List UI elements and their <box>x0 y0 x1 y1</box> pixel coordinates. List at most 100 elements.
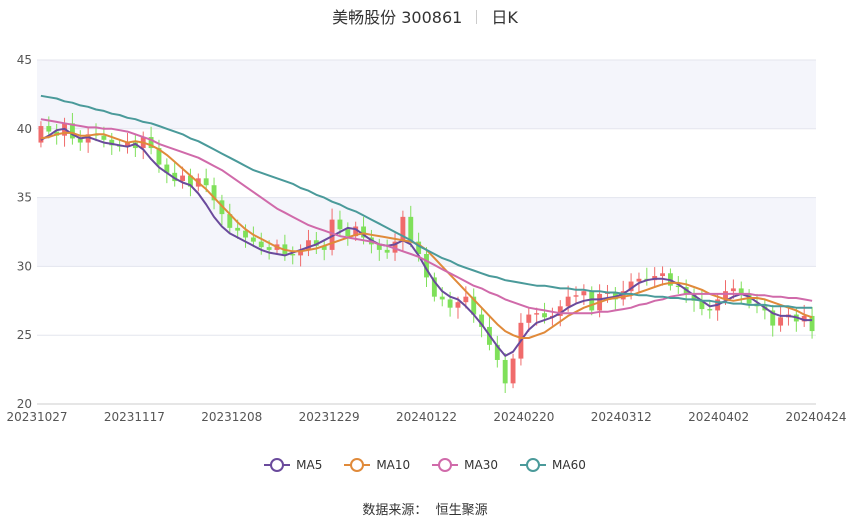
legend-label-ma10: MA10 <box>376 458 411 472</box>
candle-body <box>148 137 154 149</box>
candle-body <box>424 254 429 278</box>
y-tick-label: 35 <box>17 191 32 205</box>
candle-body <box>266 247 272 250</box>
chart-title: 美畅股份 300861 日K <box>0 4 850 28</box>
candle-body <box>660 273 665 277</box>
candle-body <box>408 216 414 242</box>
candle-body <box>471 296 477 315</box>
candle-body <box>384 249 390 253</box>
x-tick-label: 20240220 <box>493 410 554 424</box>
candle-body <box>565 296 571 307</box>
candle-body <box>290 254 296 256</box>
candle-body <box>313 240 319 246</box>
candle-body <box>770 310 776 326</box>
candle-body <box>573 295 579 297</box>
candle-body <box>494 344 500 360</box>
candle-body <box>581 291 587 296</box>
candle-body <box>188 175 193 187</box>
candle-body <box>542 313 547 318</box>
y-tick-label: 40 <box>17 122 32 136</box>
candle-body <box>510 358 516 384</box>
x-tick-label: 20231027 <box>6 410 67 424</box>
y-tick-label: 20 <box>17 397 32 411</box>
candle-body <box>125 142 130 147</box>
candle-body <box>376 244 382 250</box>
candle-body <box>392 241 398 253</box>
plot-band-1 <box>37 60 816 129</box>
candle-body <box>730 288 736 292</box>
candle-body <box>46 126 52 132</box>
legend-label-ma30: MA30 <box>464 458 499 472</box>
candle-body <box>502 359 508 384</box>
candle-body <box>809 315 815 332</box>
x-tick-label: 20240122 <box>396 410 457 424</box>
candle-body <box>156 148 162 165</box>
candle-body <box>258 241 264 248</box>
candle-body <box>628 281 634 292</box>
candle-body <box>298 249 304 256</box>
candle-body <box>707 309 713 311</box>
x-tick-label: 20240402 <box>688 410 749 424</box>
x-tick-label: 20231229 <box>299 410 360 424</box>
candle-body <box>353 226 359 237</box>
candle-body <box>479 314 485 327</box>
candle-body <box>227 214 233 228</box>
candle-body <box>235 227 241 231</box>
x-tick-label: 20240312 <box>591 410 652 424</box>
candle-body <box>455 302 461 308</box>
candle-body <box>85 134 91 143</box>
candle-body <box>526 314 532 323</box>
legend-item-ma10[interactable]: MA10 <box>344 458 410 472</box>
candle-body <box>203 178 209 186</box>
candle-body <box>400 216 406 242</box>
candle-body <box>636 278 642 282</box>
series-line-ma60 <box>40 94 813 309</box>
legend-symbol-ma5 <box>264 458 291 472</box>
candle-body <box>620 291 626 300</box>
legend-item-ma30[interactable]: MA30 <box>432 458 498 472</box>
legend-symbol-ma30 <box>432 458 459 472</box>
x-tick-label: 20231208 <box>201 410 262 424</box>
candle-body <box>329 219 335 250</box>
legend-item-ma60[interactable]: MA60 <box>520 458 586 472</box>
candle-body <box>306 240 311 250</box>
x-axis-ticks: 20231027 20231117 20231208 20231229 20240122… <box>6 410 846 424</box>
candle-body <box>431 277 437 297</box>
candle-body <box>172 172 178 182</box>
data-source: 数据来源： 恒生聚源 <box>0 499 850 518</box>
candle-body <box>132 142 138 149</box>
candle-body <box>69 123 75 139</box>
candle-body <box>557 306 563 316</box>
y-tick-label: 45 <box>17 53 32 67</box>
stock-name: 美畅股份 300861 <box>332 8 463 27</box>
x-tick-label: 20240424 <box>785 410 846 424</box>
candle-body <box>723 291 728 300</box>
candle-body <box>250 237 256 242</box>
candle-body <box>463 296 469 303</box>
candle-body <box>447 299 453 308</box>
candle-body <box>321 245 327 250</box>
candle-body <box>77 138 83 143</box>
legend-label-ma5: MA5 <box>296 458 323 472</box>
candle-body <box>439 296 445 300</box>
candle-body <box>38 126 44 143</box>
period-label: 日K <box>491 8 518 27</box>
candle-body <box>534 313 540 315</box>
candle-body <box>164 164 170 173</box>
candle-body <box>243 230 248 238</box>
candle-body <box>589 291 595 311</box>
candle-body <box>101 135 107 140</box>
source-name: 恒生聚源 <box>435 503 488 518</box>
candle-body <box>801 315 807 322</box>
candle-body <box>778 317 784 326</box>
candle-body <box>337 219 343 230</box>
y-tick-label: 25 <box>17 328 32 342</box>
candle-body <box>699 300 705 310</box>
ma-lines <box>40 94 813 357</box>
candle-body <box>416 241 422 255</box>
title-separator <box>476 10 478 24</box>
legend-item-ma5[interactable]: MA5 <box>264 458 322 472</box>
legend-label-ma60: MA60 <box>552 458 586 472</box>
candle-body <box>345 229 351 237</box>
legend-symbol-ma10 <box>344 458 371 472</box>
